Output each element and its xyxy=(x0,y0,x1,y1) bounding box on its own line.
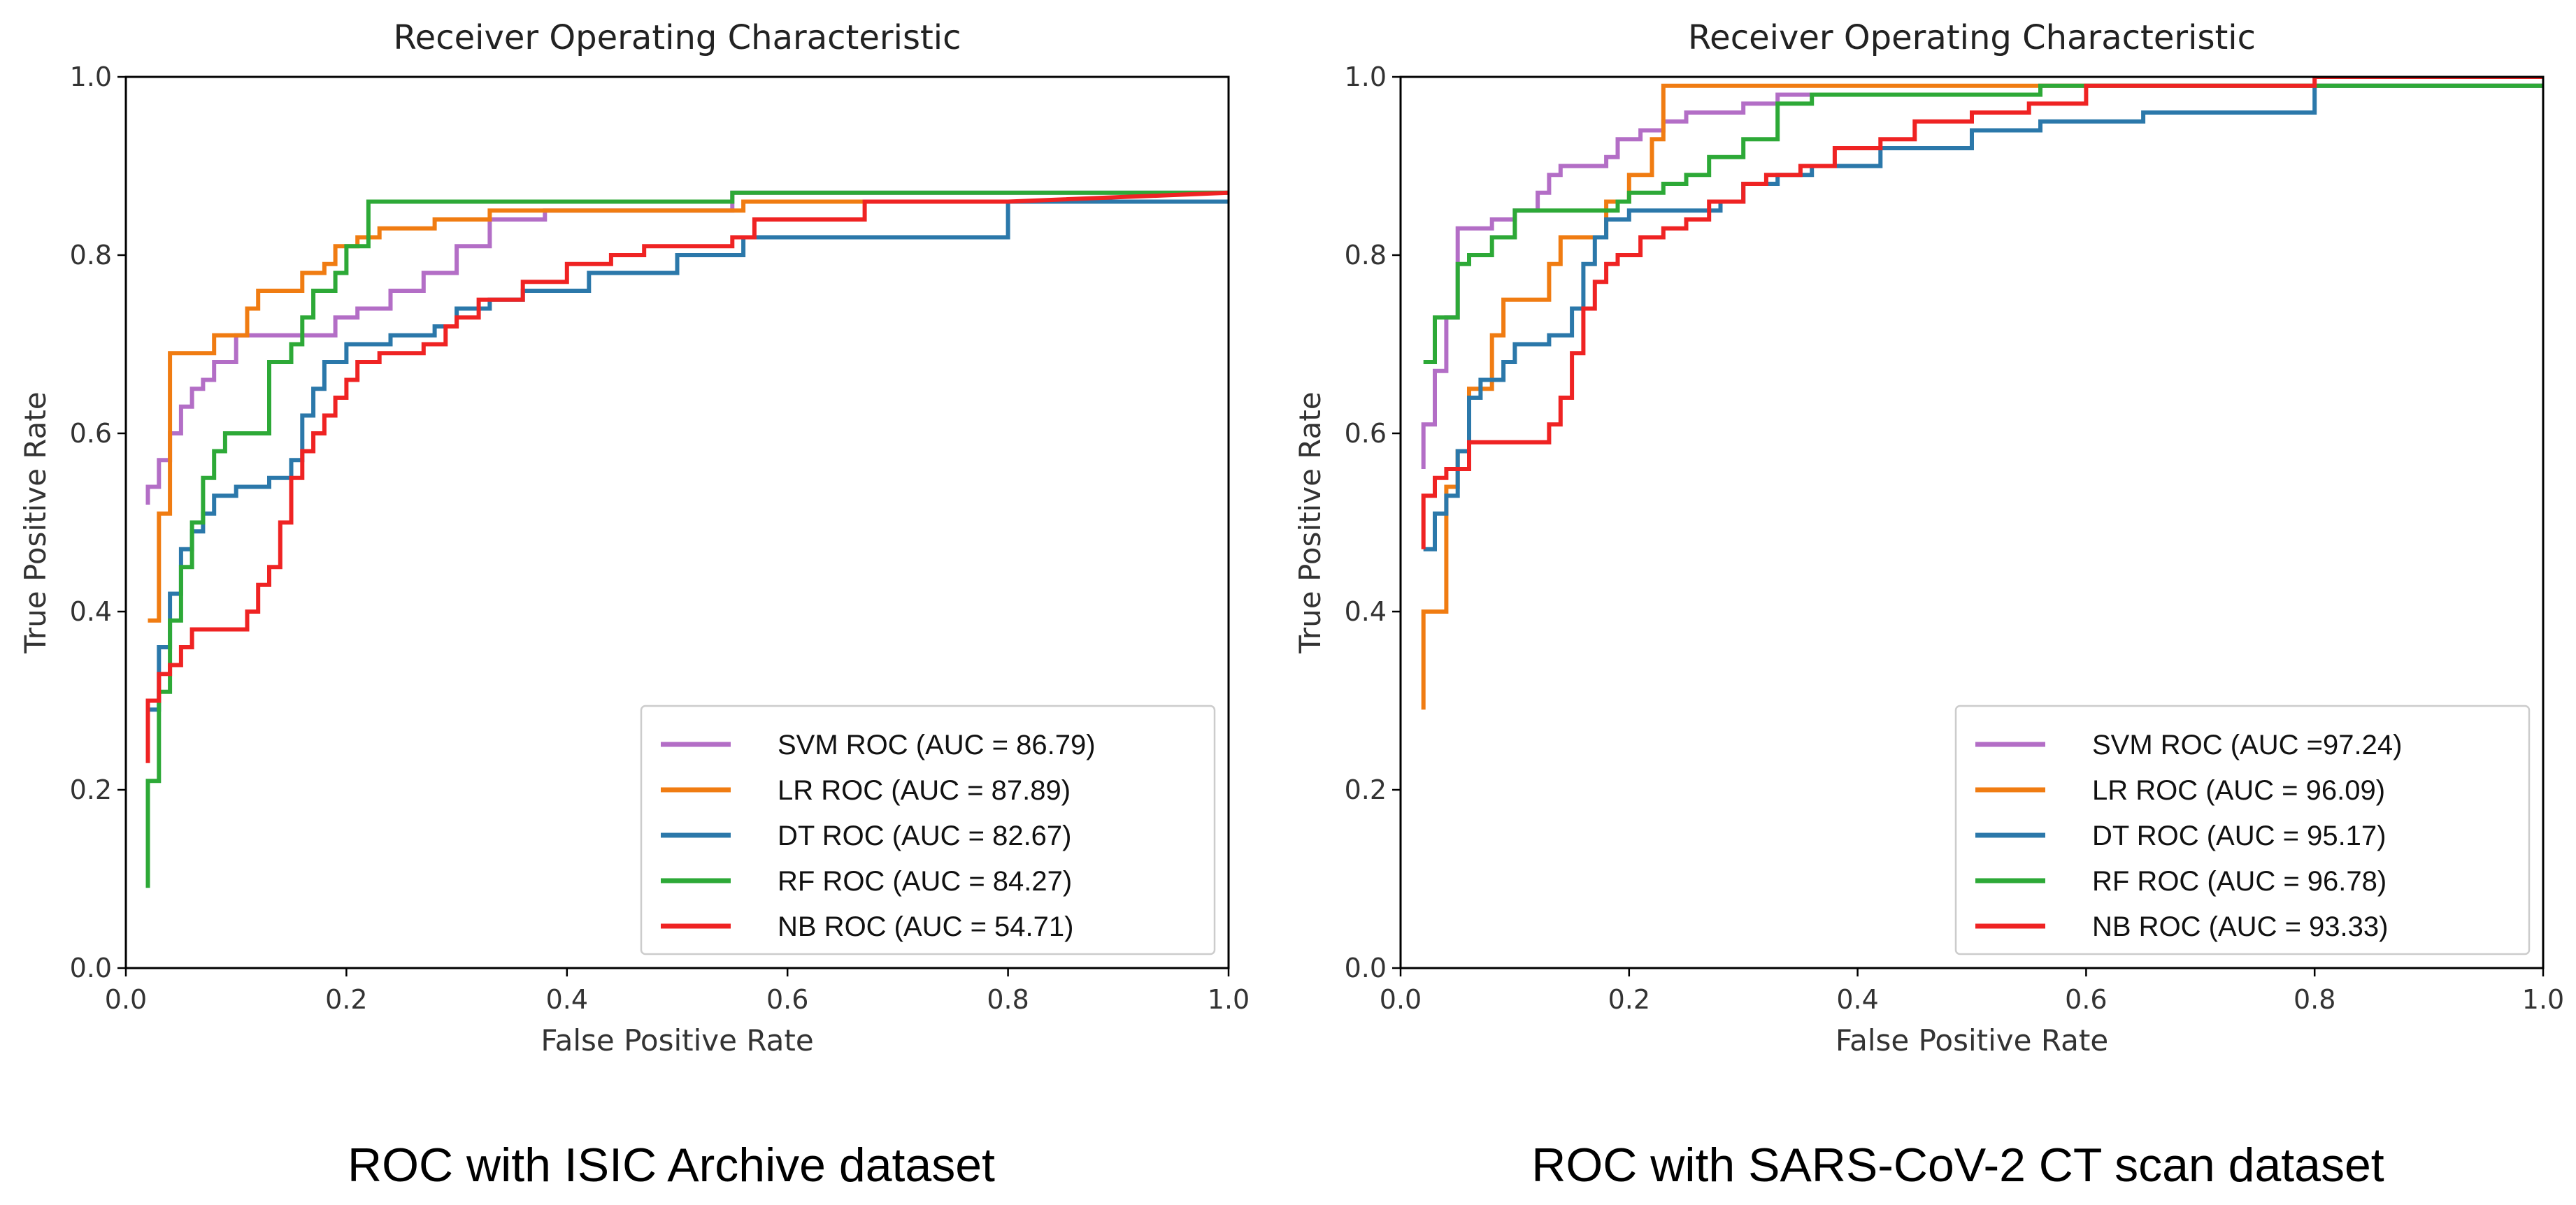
series-line-3 xyxy=(1423,83,2543,551)
y-tick-label: 0.8 xyxy=(1345,240,1387,270)
y-axis-label: True Positive Rate xyxy=(1293,391,1327,654)
x-tick-label: 0.6 xyxy=(766,984,808,1015)
plot-frame xyxy=(1399,75,2545,969)
chart-2: Receiver Operating Characteristic 0.0 0.2 0… xyxy=(1293,18,2564,1192)
x-tick-label: 0.8 xyxy=(2294,984,2335,1015)
legend-box xyxy=(1954,705,2531,955)
x-tick-label: 0.6 xyxy=(2065,984,2107,1015)
series-line-1 xyxy=(1421,83,2543,469)
legend-entry: NB ROC (AUC = 93.33) xyxy=(2092,911,2388,942)
legend-entry: DT ROC (AUC = 95.17) xyxy=(2092,821,2387,851)
legend-entry: NB ROC (AUC = 54.71) xyxy=(778,911,1073,942)
series-line-3 xyxy=(148,199,1229,712)
chart-caption: ROC with ISIC Archive dataset xyxy=(348,1139,995,1192)
legend-box xyxy=(640,705,1216,955)
legend-entry: RF ROC (AUC = 84.27) xyxy=(778,866,1072,897)
y-tick-label: 1.0 xyxy=(1345,62,1387,92)
legend-entry: RF ROC (AUC = 96.78) xyxy=(2092,866,2387,897)
y-tick-label: 1.0 xyxy=(70,62,112,92)
x-tick-label: 1.0 xyxy=(1208,984,1250,1015)
y-tick-label: 0.4 xyxy=(1345,596,1387,627)
x-axis-label: False Positive Rate xyxy=(1836,1023,2108,1058)
chart-caption: ROC with SARS-CoV-2 CT scan dataset xyxy=(1531,1139,2384,1192)
y-tick-label: 0.0 xyxy=(70,953,112,983)
y-tick-label: 0.2 xyxy=(70,774,112,805)
legend: SVM ROC (AUC =97.24) LR ROC (AUC = 96.09)… xyxy=(1954,705,2531,955)
y-tick-label: 0.4 xyxy=(70,596,112,627)
series-group xyxy=(1421,77,2543,710)
legend-entry: LR ROC (AUC = 96.09) xyxy=(2092,775,2385,806)
legend: SVM ROC (AUC = 86.79) LR ROC (AUC = 87.89… xyxy=(640,705,1216,955)
series-line-5 xyxy=(1421,77,2543,549)
series-group xyxy=(145,190,1229,888)
chart-title: Receiver Operating Characteristic xyxy=(1688,18,2256,57)
x-tick-label: 1.0 xyxy=(2522,984,2564,1015)
y-tick-label: 0.6 xyxy=(1345,418,1387,449)
series-line-2 xyxy=(148,199,1229,623)
plot-frame xyxy=(124,75,1230,969)
y-tick-label: 0.0 xyxy=(1345,953,1387,983)
series-line-2 xyxy=(1421,83,2543,710)
legend-entry: SVM ROC (AUC =97.24) xyxy=(2092,730,2402,760)
legend-entry: SVM ROC (AUC = 86.79) xyxy=(778,730,1096,760)
x-tick-label: 0.2 xyxy=(1608,984,1650,1015)
y-axis-label: True Positive Rate xyxy=(18,391,52,654)
x-tick-label: 0.2 xyxy=(325,984,367,1015)
y-tick-label: 0.2 xyxy=(1345,774,1387,805)
x-tick-label: 0.0 xyxy=(105,984,147,1015)
x-tick-label: 0.4 xyxy=(1836,984,1878,1015)
legend-entry: DT ROC (AUC = 82.67) xyxy=(778,821,1072,851)
chart-1: Receiver Operating Characteristic 0.0 0.2 0… xyxy=(18,18,1250,1192)
x-tick-label: 0.4 xyxy=(546,984,588,1015)
series-line-1 xyxy=(145,190,1229,505)
series-line-4 xyxy=(1423,83,2543,364)
x-tick-label: 0.8 xyxy=(987,984,1029,1015)
x-tick-label: 0.0 xyxy=(1380,984,1422,1015)
y-tick-label: 0.6 xyxy=(70,418,112,449)
y-tick-label: 0.8 xyxy=(70,240,112,270)
x-axis-label: False Positive Rate xyxy=(541,1023,813,1058)
series-line-5 xyxy=(145,190,1229,763)
chart-title: Receiver Operating Characteristic xyxy=(393,18,961,57)
legend-entry: LR ROC (AUC = 87.89) xyxy=(778,775,1071,806)
series-line-4 xyxy=(145,190,1229,888)
